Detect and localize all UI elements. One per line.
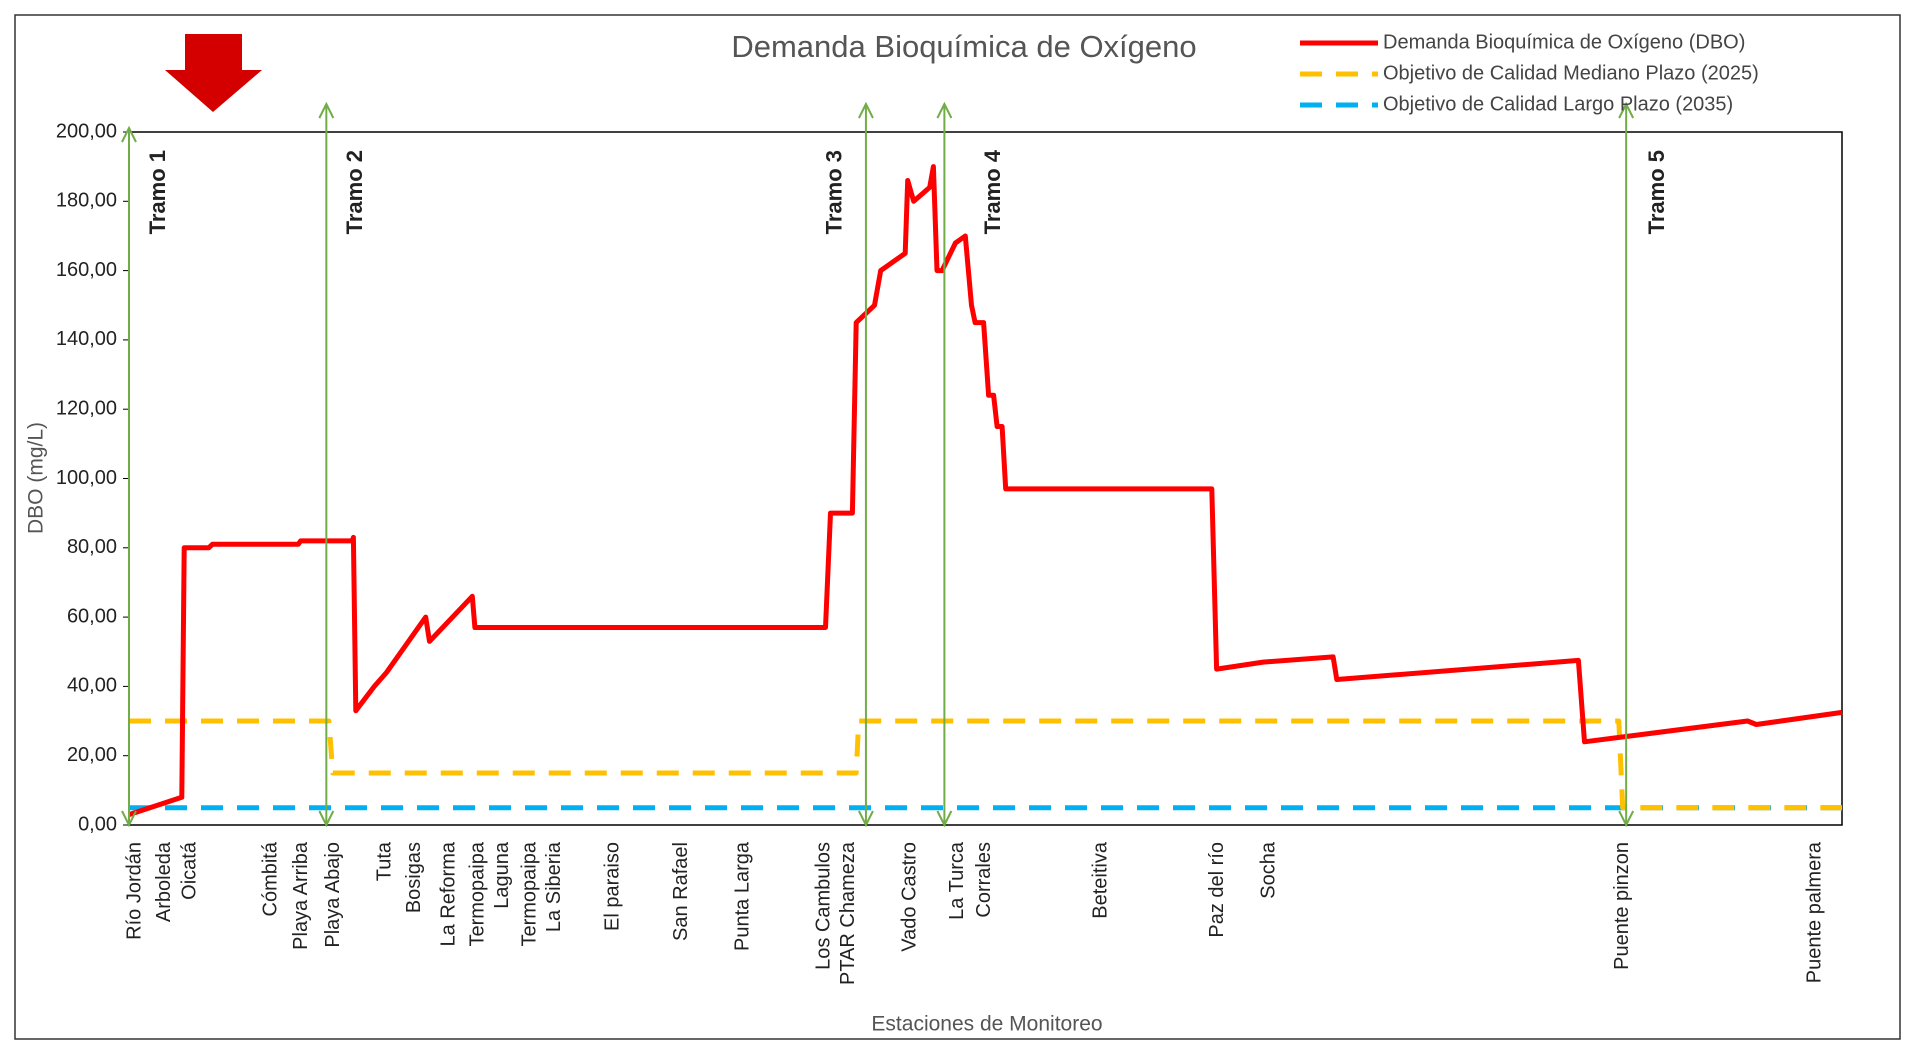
station-label: Bosigas [403, 842, 425, 913]
station-label: La Turca [946, 841, 968, 920]
y-tick-label: 40,00 [67, 675, 117, 697]
data-line [128, 164, 1843, 817]
y-tick-label: 120,00 [56, 397, 117, 419]
tramo-marker [936, 101, 953, 828]
tramo-label: Tramo 2 [342, 150, 367, 234]
station-label: La Reforma [437, 841, 459, 946]
tramo-arrow-top [858, 101, 874, 119]
tramo-label: Tramo 4 [980, 149, 1005, 234]
chart-title: Demanda Bioquímica de Oxígeno [731, 29, 1196, 64]
y-tick-label: 60,00 [67, 605, 117, 627]
legend-label: Objetivo de Calidad Largo Plazo (2035) [1383, 93, 1733, 115]
y-axis-label: DBO (mg/L) [25, 422, 48, 534]
station-label: Río Jordán [123, 842, 145, 940]
tramo-arrow-bottom [1618, 810, 1635, 828]
tramo-arrow-bottom [858, 810, 874, 828]
station-label: Arboleda [153, 841, 175, 922]
station-label: PTAR Chameza [837, 841, 859, 985]
tramo-arrow-bottom [318, 810, 335, 828]
y-tick-label: 80,00 [67, 536, 117, 558]
station-label: Los Cambulos [813, 842, 835, 970]
legend-label: Objetivo de Calidad Mediano Plazo (2025) [1383, 62, 1759, 84]
tramo-label: Tramo 1 [145, 150, 170, 234]
station-label: Puente pinzon [1611, 842, 1633, 970]
tramo-marker [1618, 101, 1635, 828]
station-label: La Siberia [543, 841, 565, 932]
y-tick-label: 140,00 [56, 328, 117, 350]
tramo-marker [121, 125, 137, 828]
tramo-arrow-top [936, 101, 953, 119]
tramo-label: Tramo 5 [1644, 150, 1669, 234]
legend-label: Demanda Bioquímica de Oxígeno (DBO) [1383, 31, 1745, 53]
chart-frame [14, 14, 1901, 1040]
station-label: Cómbitá [259, 841, 281, 916]
station-label: San Rafael [670, 842, 692, 941]
tramo-arrow-top [121, 125, 137, 143]
station-label: Oicatá [179, 841, 201, 900]
station-label: Beteitiva [1090, 841, 1112, 919]
station-label: Laguna [491, 841, 513, 909]
station-label: Playa Arriba [290, 841, 312, 950]
station-label: Termopaipa [467, 841, 489, 946]
tramo-marker [318, 101, 335, 828]
tramo-label: Tramo 3 [822, 150, 847, 234]
tramo-arrow-top [1618, 101, 1635, 119]
station-label: Playa Abajo [322, 842, 344, 948]
station-label: Paz del río [1206, 842, 1228, 938]
station-label: Socha [1258, 841, 1280, 899]
station-label: Punta Larga [732, 841, 754, 951]
y-tick-label: 200,00 [56, 120, 117, 142]
station-label: El paraiso [602, 842, 624, 931]
tramo-arrow-top [318, 101, 335, 119]
y-tick-label: 100,00 [56, 467, 117, 489]
station-label: Tuta [374, 841, 396, 881]
station-label: Corrales [973, 842, 995, 918]
y-tick-label: 180,00 [56, 190, 117, 212]
tramo-arrow-bottom [936, 810, 953, 828]
red-arrow [165, 34, 262, 112]
tramo-marker [858, 101, 874, 828]
x-axis-label: Estaciones de Monitoreo [871, 1013, 1102, 1036]
y-tick-label: 160,00 [56, 259, 117, 281]
station-label: Termopaipa [518, 841, 540, 946]
station-label: Vado Castro [898, 842, 920, 952]
station-label: Puente palmera [1803, 841, 1825, 983]
tramo-arrow-bottom [121, 810, 137, 828]
data-line [129, 718, 1842, 811]
y-tick-label: 20,00 [67, 744, 117, 766]
y-tick-label: 0,00 [78, 813, 117, 835]
